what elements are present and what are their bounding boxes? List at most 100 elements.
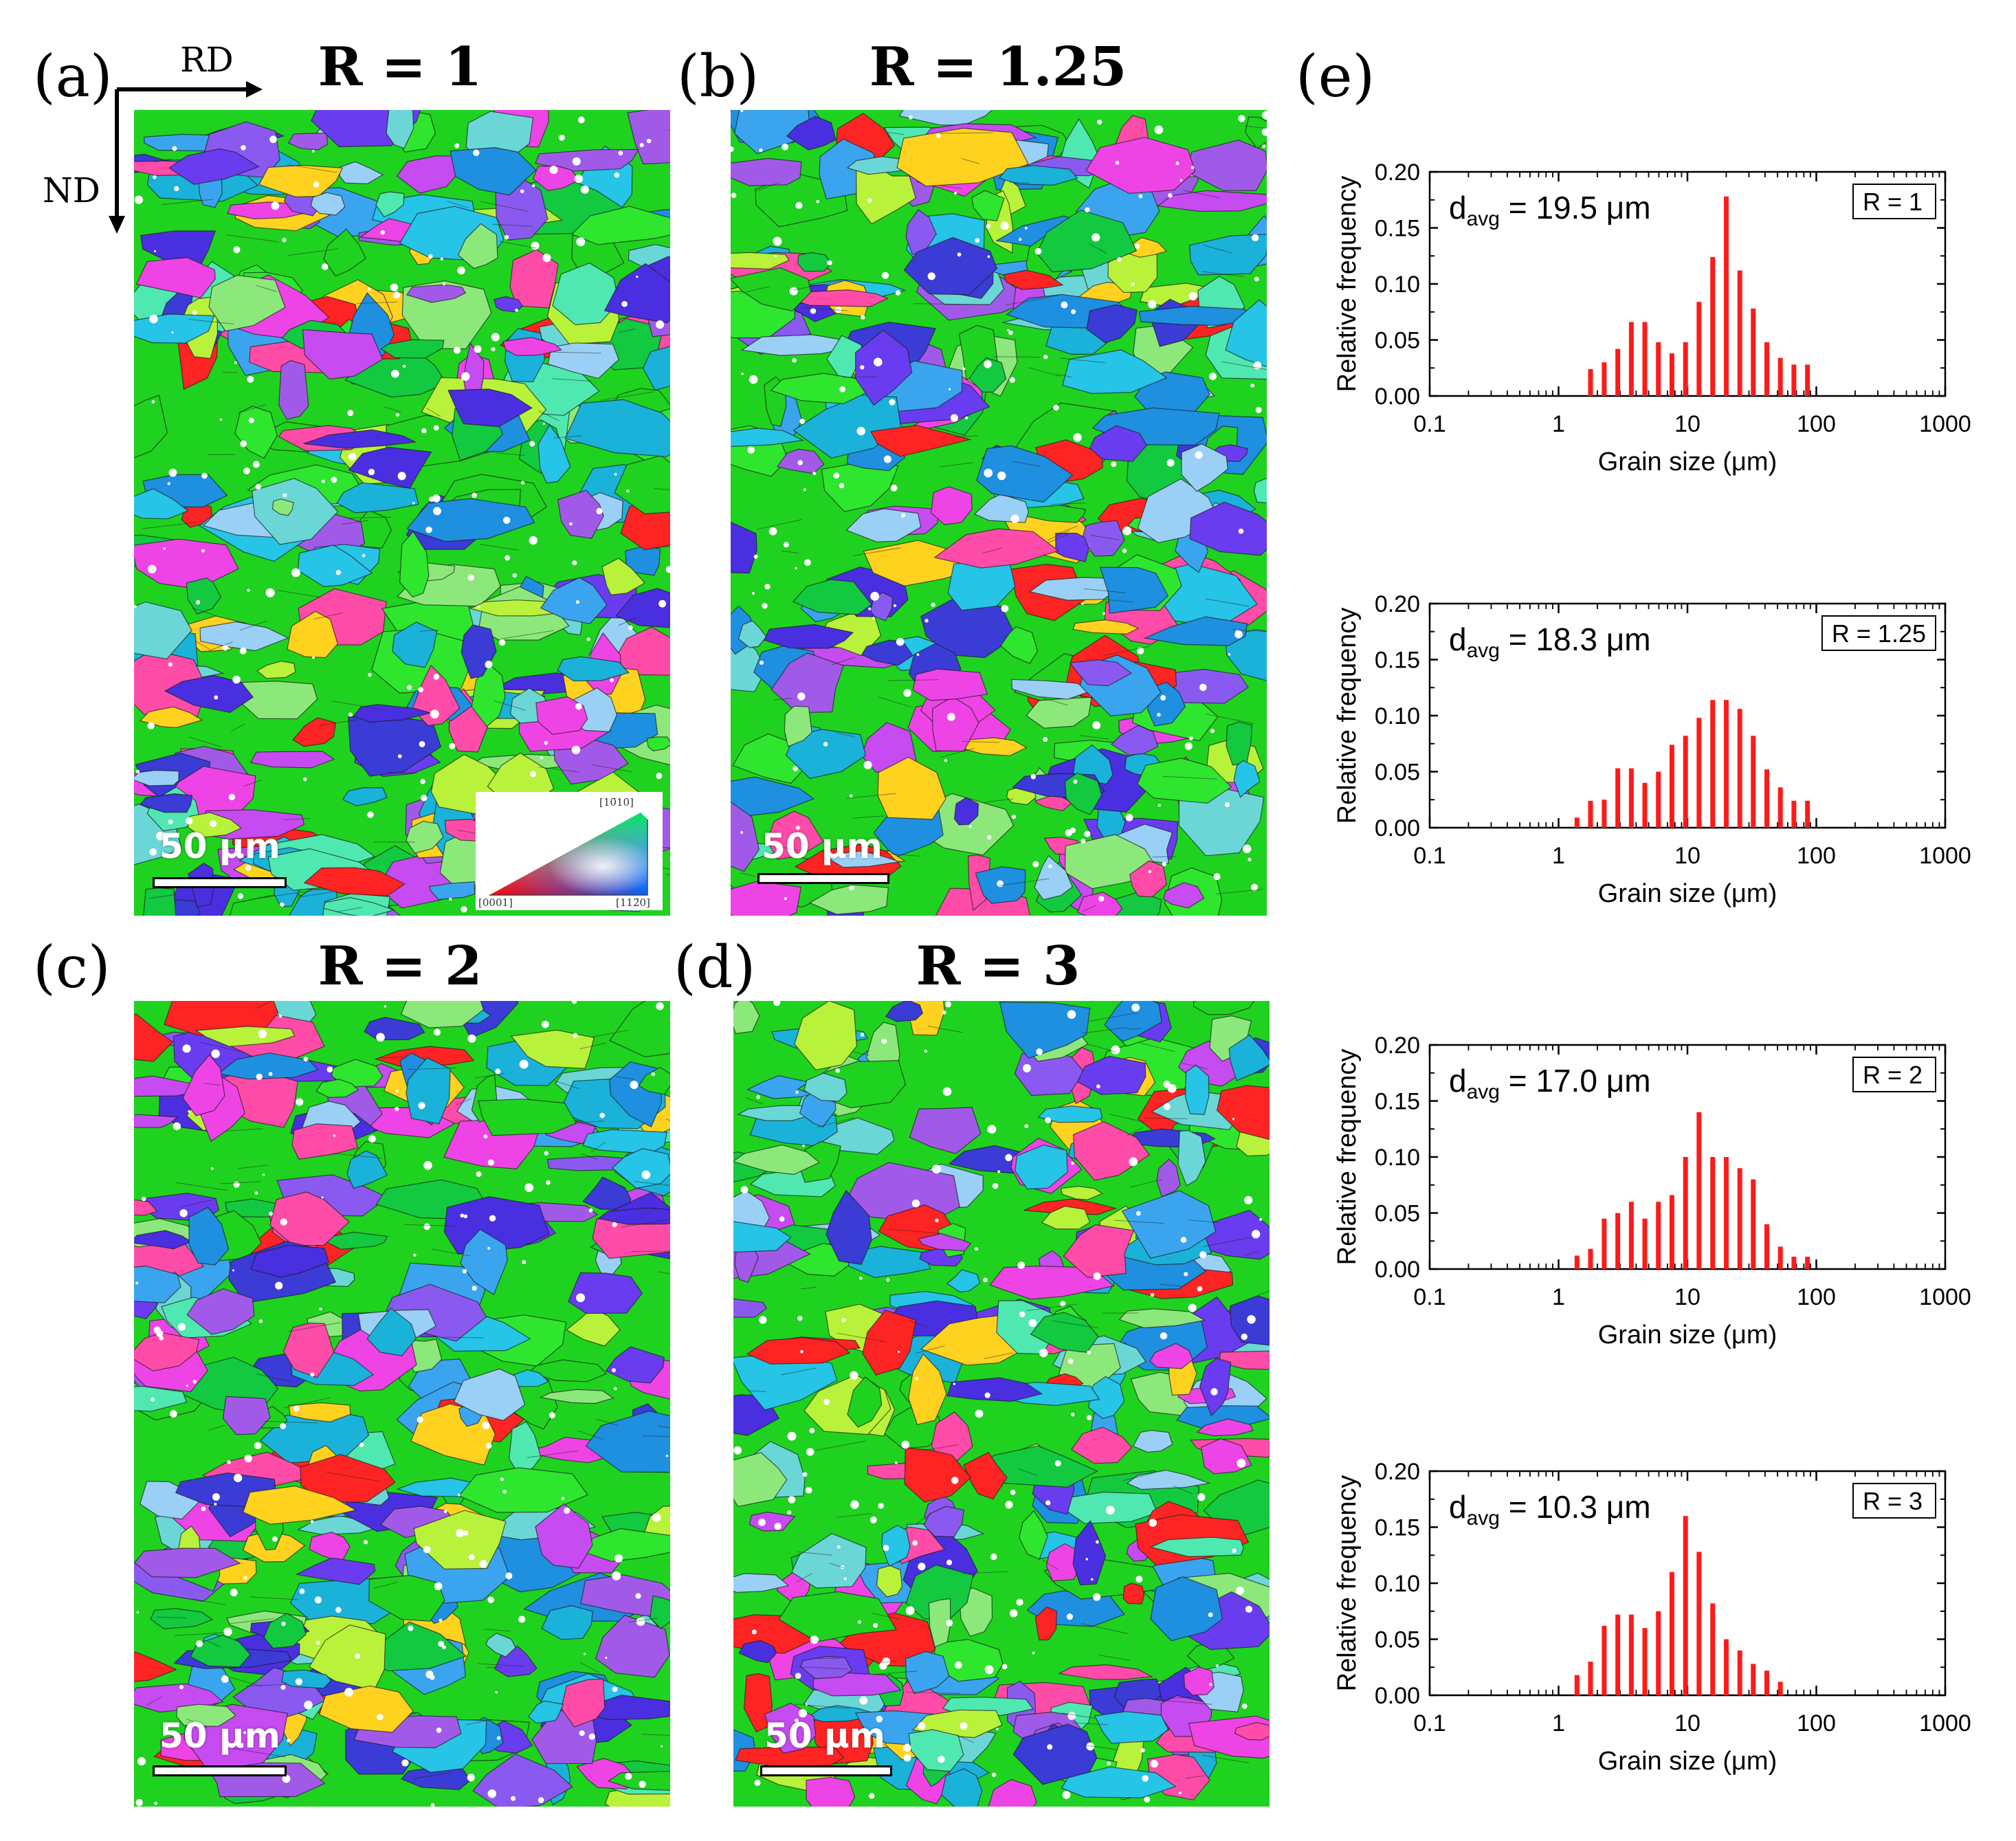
histogram-bar	[1669, 353, 1674, 396]
histogram-bar	[1737, 1650, 1742, 1695]
y-tick-label: 0.05	[1375, 1201, 1420, 1227]
ipf-label-right: [112̄0]	[616, 896, 650, 909]
histogram-bar	[1710, 1603, 1716, 1695]
histogram-bar	[1751, 736, 1756, 828]
histogram-bar	[1642, 1218, 1648, 1269]
x-tick-label: 100	[1797, 1284, 1836, 1310]
histogram-bar	[1696, 302, 1702, 396]
histogram-bar	[1602, 800, 1607, 828]
scale-bar-label-r1-25: 50 μm	[762, 826, 883, 866]
x-tick-label: 1000	[1919, 1710, 1971, 1737]
x-axis-title: Grain size (μm)	[1598, 1747, 1777, 1776]
ebsd-map-r3-image	[733, 1001, 1270, 1807]
y-tick-label: 0.10	[1375, 272, 1420, 298]
histogram-r1: 0.00 0.05 0.10 0.15 0.20 0.1 1 10 100 1000 Grain s…	[1333, 159, 1971, 476]
panel-label-a: (a)	[33, 43, 113, 110]
histogram-bar	[1805, 800, 1810, 828]
histogram-bar	[1602, 1625, 1607, 1695]
histogram-bar	[1574, 1255, 1580, 1269]
histogram-bar	[1615, 1614, 1621, 1695]
histogram-bar	[1683, 342, 1688, 396]
x-tick-label: 1000	[1919, 843, 1971, 869]
x-tick-label: 0.1	[1413, 843, 1445, 869]
legend-label: R = 1.25	[1832, 619, 1926, 648]
scale-bar-label-r3: 50 μm	[764, 1716, 885, 1756]
histogram-bar	[1628, 1614, 1634, 1695]
histogram-r1-25: 0.00 0.05 0.10 0.15 0.20 0.1 1 10 100 1000 Grain s…	[1333, 591, 1971, 908]
histogram-bar	[1710, 700, 1716, 828]
y-tick-label: 0.00	[1375, 1683, 1420, 1709]
histogram-bar	[1805, 364, 1810, 396]
legend-label: R = 3	[1863, 1487, 1923, 1515]
y-axis-title: Relative frequency	[1333, 608, 1362, 824]
histogram-bar	[1723, 196, 1729, 396]
panel-label-d: (d)	[674, 934, 756, 1001]
ebsd-map-r1	[134, 110, 670, 916]
y-axis-title: Relative frequency	[1333, 176, 1362, 393]
scale-bar-label-r2: 50 μm	[159, 1716, 280, 1756]
histogram-bar	[1642, 782, 1648, 828]
histogram-bar	[1669, 745, 1674, 828]
histogram-bar	[1628, 322, 1634, 396]
histogram-bar	[1683, 1157, 1688, 1269]
histogram-bar	[1791, 364, 1797, 396]
average-annotation: davg = 18.3 μm	[1449, 621, 1651, 662]
histogram-bar	[1669, 1572, 1674, 1695]
panel-label-c: (c)	[33, 934, 111, 1001]
histogram-bar	[1751, 1179, 1756, 1269]
x-tick-label: 1	[1552, 1710, 1565, 1737]
histogram-bar	[1737, 709, 1742, 828]
x-tick-label: 10	[1674, 411, 1701, 437]
y-tick-label: 0.10	[1375, 1571, 1420, 1597]
legend-box: R = 2	[1852, 1057, 1936, 1092]
x-tick-label: 10	[1674, 843, 1701, 869]
legend-box: R = 3	[1852, 1483, 1936, 1519]
histogram-bar	[1602, 1218, 1607, 1269]
histogram-bar	[1642, 1628, 1648, 1695]
histogram-bar	[1751, 1664, 1756, 1695]
average-annotation: davg = 19.5 μm	[1449, 190, 1651, 230]
histogram-bar	[1764, 1671, 1769, 1695]
x-axis-title: Grain size (μm)	[1598, 448, 1777, 476]
y-tick-label: 0.15	[1375, 216, 1420, 242]
x-tick-label: 100	[1797, 1710, 1836, 1737]
histogram-bar	[1805, 1257, 1810, 1269]
histogram-bar	[1628, 1202, 1634, 1269]
x-tick-label: 1	[1552, 1284, 1565, 1310]
histogram-r2: 0.00 0.05 0.10 0.15 0.20 0.1 1 10 100 1000 Grain s…	[1333, 1033, 1971, 1349]
histogram-bar	[1588, 1248, 1593, 1269]
histogram-bar	[1696, 1552, 1702, 1695]
scale-bar-r1	[153, 877, 287, 888]
panel-label-e: (e)	[1296, 43, 1375, 110]
ipf-label-left: [0001]	[478, 896, 513, 909]
histogram-bar	[1723, 700, 1729, 828]
histogram-bar	[1574, 1675, 1580, 1695]
histogram-bar	[1710, 256, 1716, 396]
nd-label: ND	[43, 170, 100, 210]
ebsd-map-r2-image	[134, 1001, 670, 1807]
x-tick-label: 10	[1674, 1710, 1701, 1737]
y-tick-label: 0.00	[1375, 384, 1420, 410]
histogram-bar	[1656, 342, 1661, 396]
ipf-label-top: [10̄10]	[599, 796, 634, 808]
y-tick-label: 0.00	[1375, 1257, 1420, 1283]
x-tick-label: 1	[1552, 411, 1565, 437]
x-tick-label: 1	[1552, 843, 1565, 869]
ipf-color-key: [10̄10] [0001] [112̄0]	[476, 792, 663, 910]
histogram-bar	[1628, 768, 1634, 828]
histogram-bar	[1696, 718, 1702, 828]
y-tick-label: 0.20	[1375, 1459, 1420, 1485]
map-title-r2: R = 2	[318, 935, 483, 997]
x-tick-label: 1000	[1919, 1284, 1971, 1310]
histogram-bar	[1588, 368, 1593, 396]
x-axis-title: Grain size (μm)	[1598, 1321, 1777, 1349]
x-axis-title: Grain size (μm)	[1598, 879, 1777, 908]
histogram-bar	[1777, 357, 1783, 396]
rd-label: RD	[180, 40, 234, 80]
histogram-bar	[1696, 1112, 1702, 1269]
x-tick-label: 0.1	[1413, 1710, 1445, 1737]
legend-label: R = 2	[1863, 1061, 1923, 1089]
histogram-bar	[1615, 349, 1621, 396]
scale-bar-r2	[153, 1765, 287, 1776]
histogram-bar	[1683, 1516, 1688, 1695]
